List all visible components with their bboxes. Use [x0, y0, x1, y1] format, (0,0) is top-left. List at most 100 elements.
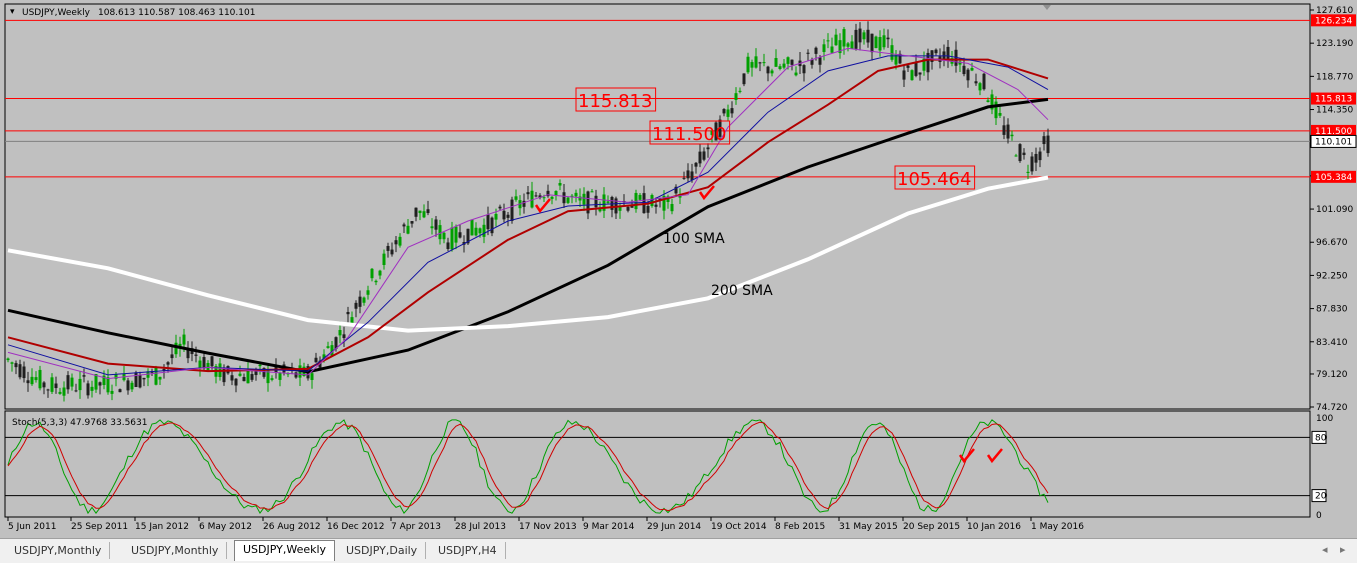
candle-body: [730, 108, 734, 114]
candle-body: [906, 65, 910, 68]
tab-usdjpy-monthly[interactable]: USDJPY,Monthly: [123, 542, 228, 559]
price-level-callout-label: 105.464: [897, 169, 971, 190]
candle-body: [510, 199, 514, 221]
candle-body: [398, 236, 402, 246]
candle-body: [794, 72, 798, 76]
level-price-tag-label: 126.234: [1315, 16, 1352, 26]
chart-area[interactable]: 127.610123.190118.770114.350109.930105.5…: [0, 0, 1357, 538]
candle-body: [498, 206, 502, 209]
price-level-callout-box: [575, 87, 657, 112]
time-tick-label: 9 Mar 2014: [583, 522, 635, 532]
level-price-tag: [1311, 14, 1356, 27]
stoch-panel: [4, 410, 1311, 518]
candle-body: [870, 33, 874, 53]
candle-body: [98, 382, 102, 386]
candle-body: [998, 113, 1002, 116]
tab-usdjpy-daily[interactable]: USDJPY,Daily: [338, 542, 427, 559]
candle-body: [82, 375, 86, 377]
candle-body: [294, 372, 298, 378]
price-tick-label: 92.250: [1316, 271, 1348, 281]
candle-body: [390, 249, 394, 255]
time-tick-label: 6 May 2012: [199, 522, 252, 532]
level-price-tag: [1311, 170, 1356, 183]
checkmark-icon: [534, 198, 551, 214]
candle-body: [670, 203, 674, 212]
current-price-tag: [1310, 134, 1357, 148]
candle-body: [894, 54, 898, 65]
price-level-callout-label: 115.813: [578, 91, 652, 112]
candle-body: [910, 70, 914, 81]
candle-body: [354, 302, 358, 309]
time-tick-label: 19 Oct 2014: [711, 522, 767, 532]
price-tick-label: 123.190: [1316, 39, 1353, 49]
candle-body: [778, 66, 782, 69]
tab-scroll-right-icon[interactable]: ▸: [1340, 543, 1346, 556]
candle-body: [14, 363, 18, 368]
candle-body: [270, 378, 274, 380]
candle-body: [682, 177, 686, 179]
sma-100-label: 100 SMA: [663, 231, 725, 247]
candle-body: [66, 375, 70, 390]
candle-body: [138, 375, 142, 388]
candle-body: [494, 213, 498, 220]
candle-body: [486, 214, 490, 230]
candle-body: [418, 210, 422, 214]
tab-usdjpy-weekly[interactable]: USDJPY,Weekly: [234, 540, 336, 561]
candle-body: [210, 356, 214, 367]
candle-body: [18, 364, 22, 378]
current-price-tag-label: 110.101: [1315, 137, 1352, 147]
candle-body: [266, 369, 270, 384]
candle-body: [902, 70, 906, 80]
price-tick-label: 118.770: [1316, 72, 1353, 82]
time-tick-label: 25 Sep 2011: [71, 522, 128, 532]
candle-body: [526, 192, 530, 195]
candle-body: [194, 354, 198, 356]
candle-body: [86, 383, 90, 396]
candle-body: [750, 62, 754, 68]
candle-body: [126, 380, 130, 391]
candle-body: [542, 197, 546, 199]
candle-body: [790, 59, 794, 65]
chart-tab-bar: USDJPY,Monthly USDJPY,Monthly USDJPY,Weekl…: [0, 538, 1357, 563]
candle-body: [570, 195, 574, 197]
candle-body: [818, 57, 822, 65]
candle-body: [1026, 171, 1030, 173]
candle-body: [134, 372, 138, 388]
candle-body: [574, 192, 578, 197]
tab-usdjpy-monthly[interactable]: USDJPY,Monthly: [6, 542, 111, 559]
candle-body: [334, 337, 338, 349]
candle-body: [1006, 124, 1010, 139]
candle-body: [538, 195, 542, 198]
level-price-tag-label: 105.384: [1315, 173, 1352, 183]
checkmark-icon: [958, 448, 975, 464]
candle-body: [230, 375, 234, 381]
candle-body: [338, 329, 342, 336]
symbol-dropdown-icon[interactable]: ▾: [10, 7, 15, 17]
level-price-tag: [1311, 92, 1356, 105]
tab-scroll-left-icon[interactable]: ◂: [1322, 543, 1328, 556]
candle-body: [198, 360, 202, 368]
candle-body: [1030, 156, 1034, 172]
candle-body: [234, 378, 238, 386]
candle-body: [342, 334, 346, 339]
candle-body: [1042, 136, 1046, 145]
tab-usdjpy-h4[interactable]: USDJPY,H4: [430, 542, 506, 559]
price-tick-label: 127.610: [1316, 6, 1353, 16]
candle-body: [878, 37, 882, 51]
candle-body: [1034, 153, 1038, 163]
candle-body: [946, 46, 950, 61]
candle-body: [842, 29, 846, 47]
candle-body: [814, 47, 818, 54]
time-tick-label: 28 Jul 2013: [455, 522, 506, 532]
candle-body: [506, 214, 510, 218]
candle-body: [710, 130, 714, 135]
candle-body: [466, 228, 470, 244]
candle-body: [994, 101, 998, 119]
candle-body: [926, 52, 930, 73]
candle-body: [970, 68, 974, 71]
candle-body: [78, 378, 82, 391]
candle-body: [934, 49, 938, 54]
candle-body: [550, 196, 554, 199]
candle-body: [162, 369, 166, 371]
time-tick-label: 15 Jan 2012: [135, 522, 189, 532]
